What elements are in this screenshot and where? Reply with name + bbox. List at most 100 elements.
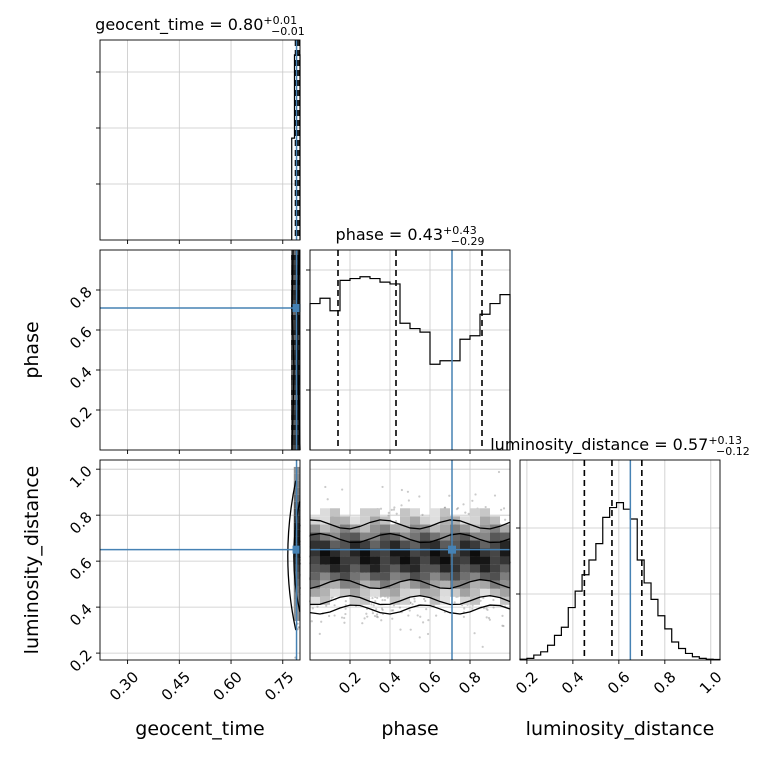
- density-cell: [295, 420, 300, 425]
- truth-marker: [448, 545, 456, 554]
- density-cell: [360, 556, 370, 565]
- density-cell: [310, 548, 320, 557]
- density-cell: [360, 588, 370, 597]
- sample-point: [310, 620, 313, 623]
- text-layer: 0.30 0.45 0.60 0.75 0.2 0.4 0.6 0.8 0.2 0.4 0.6 0.8…: [21, 14, 750, 740]
- density-cell: [310, 580, 320, 589]
- density-cell: [295, 400, 300, 405]
- density-cell: [470, 556, 480, 565]
- density-cell: [295, 445, 300, 450]
- sample-point: [325, 604, 328, 607]
- density-cell: [340, 564, 350, 573]
- contour: [309, 578, 511, 590]
- density-cell: [500, 580, 510, 589]
- y-tick-label-phase: 0.2: [66, 403, 96, 433]
- sample-point: [398, 606, 402, 609]
- frame-layer: [99, 39, 721, 661]
- sample-point: [486, 608, 489, 611]
- x-tick-label-luminosity_distance: 0.6: [604, 668, 634, 698]
- density-cell: [430, 532, 440, 541]
- density-cell: [330, 556, 340, 565]
- density-cell: [410, 564, 420, 573]
- density-cell: [470, 508, 480, 517]
- sample-point: [373, 614, 377, 618]
- density-cell: [291, 295, 296, 300]
- sample-point: [333, 614, 336, 617]
- density-cell: [291, 445, 296, 450]
- sample-point: [408, 609, 411, 612]
- density-cell: [450, 540, 460, 549]
- density-cell: [330, 516, 340, 525]
- contour: [293, 501, 301, 612]
- y-tick-label-luminosity_distance: 1.0: [66, 462, 96, 492]
- density-cell: [490, 564, 500, 573]
- density-cell: [350, 540, 360, 549]
- density-cell: [490, 532, 500, 541]
- sample-point: [411, 603, 414, 606]
- density-cell: [340, 580, 350, 589]
- sample-point: [381, 599, 384, 602]
- panel-title-geocent_time: geocent_time = 0.80+0.01 −0.01: [95, 14, 305, 38]
- sample-point: [375, 613, 379, 616]
- density-cell: [295, 265, 300, 270]
- density-cell: [490, 524, 500, 533]
- sample-point: [391, 617, 394, 620]
- sample-point: [343, 621, 346, 624]
- contour: [309, 604, 511, 615]
- density-cell: [390, 548, 400, 557]
- sample-point: [421, 513, 424, 516]
- density-cell: [360, 516, 370, 525]
- sample-point: [487, 616, 491, 620]
- sample-point: [464, 511, 467, 514]
- sample-point: [311, 607, 314, 610]
- sample-point: [502, 507, 506, 510]
- sample-point: [376, 596, 379, 600]
- density-cell: [295, 410, 300, 415]
- sample-point: [379, 507, 383, 510]
- density-cell: [380, 532, 390, 541]
- density-cell: [295, 425, 300, 430]
- sample-point: [497, 470, 501, 474]
- density-cell: [360, 540, 370, 549]
- density-cell: [291, 440, 296, 445]
- y-tick-label-luminosity_distance: 0.4: [66, 600, 96, 630]
- sample-point: [316, 605, 319, 608]
- sample-point: [492, 606, 495, 609]
- density-cell: [410, 532, 420, 541]
- sample-point: [344, 607, 347, 610]
- density-cell: [440, 556, 450, 565]
- sample-point: [471, 499, 474, 502]
- sample-point: [381, 608, 384, 612]
- sample-point: [371, 596, 374, 600]
- density-cell: [340, 516, 350, 525]
- density-cell: [360, 548, 370, 557]
- density-cell: [430, 564, 440, 573]
- sample-point: [390, 508, 393, 511]
- x-tick-label-geocent_time: 0.60: [209, 668, 245, 704]
- density-cell: [330, 524, 340, 533]
- sample-point: [416, 614, 419, 617]
- y-tick-label-luminosity_distance: 0.2: [66, 646, 96, 676]
- x-tick-label-geocent_time: 0.75: [261, 668, 297, 704]
- density-cell: [420, 548, 430, 557]
- density-cell: [490, 540, 500, 549]
- density-cell: [460, 596, 470, 605]
- sample-point: [400, 504, 403, 507]
- density-cell: [291, 325, 296, 330]
- density-cell: [490, 580, 500, 589]
- density-cell: [400, 532, 410, 541]
- sample-point: [409, 628, 412, 631]
- density-cell: [360, 508, 370, 517]
- density-cell: [430, 580, 440, 589]
- tick-layer: [96, 71, 712, 664]
- panel-frame-1-1: [309, 249, 511, 451]
- density-cell: [400, 572, 410, 581]
- density-cell: [295, 335, 300, 340]
- sample-point: [482, 596, 485, 600]
- density-cell: [390, 596, 400, 605]
- contour: [309, 532, 511, 544]
- sample-point: [326, 498, 329, 501]
- x-tick-label-luminosity_distance: 0.4: [558, 668, 588, 698]
- density-cell: [440, 572, 450, 581]
- density-cell: [440, 548, 450, 557]
